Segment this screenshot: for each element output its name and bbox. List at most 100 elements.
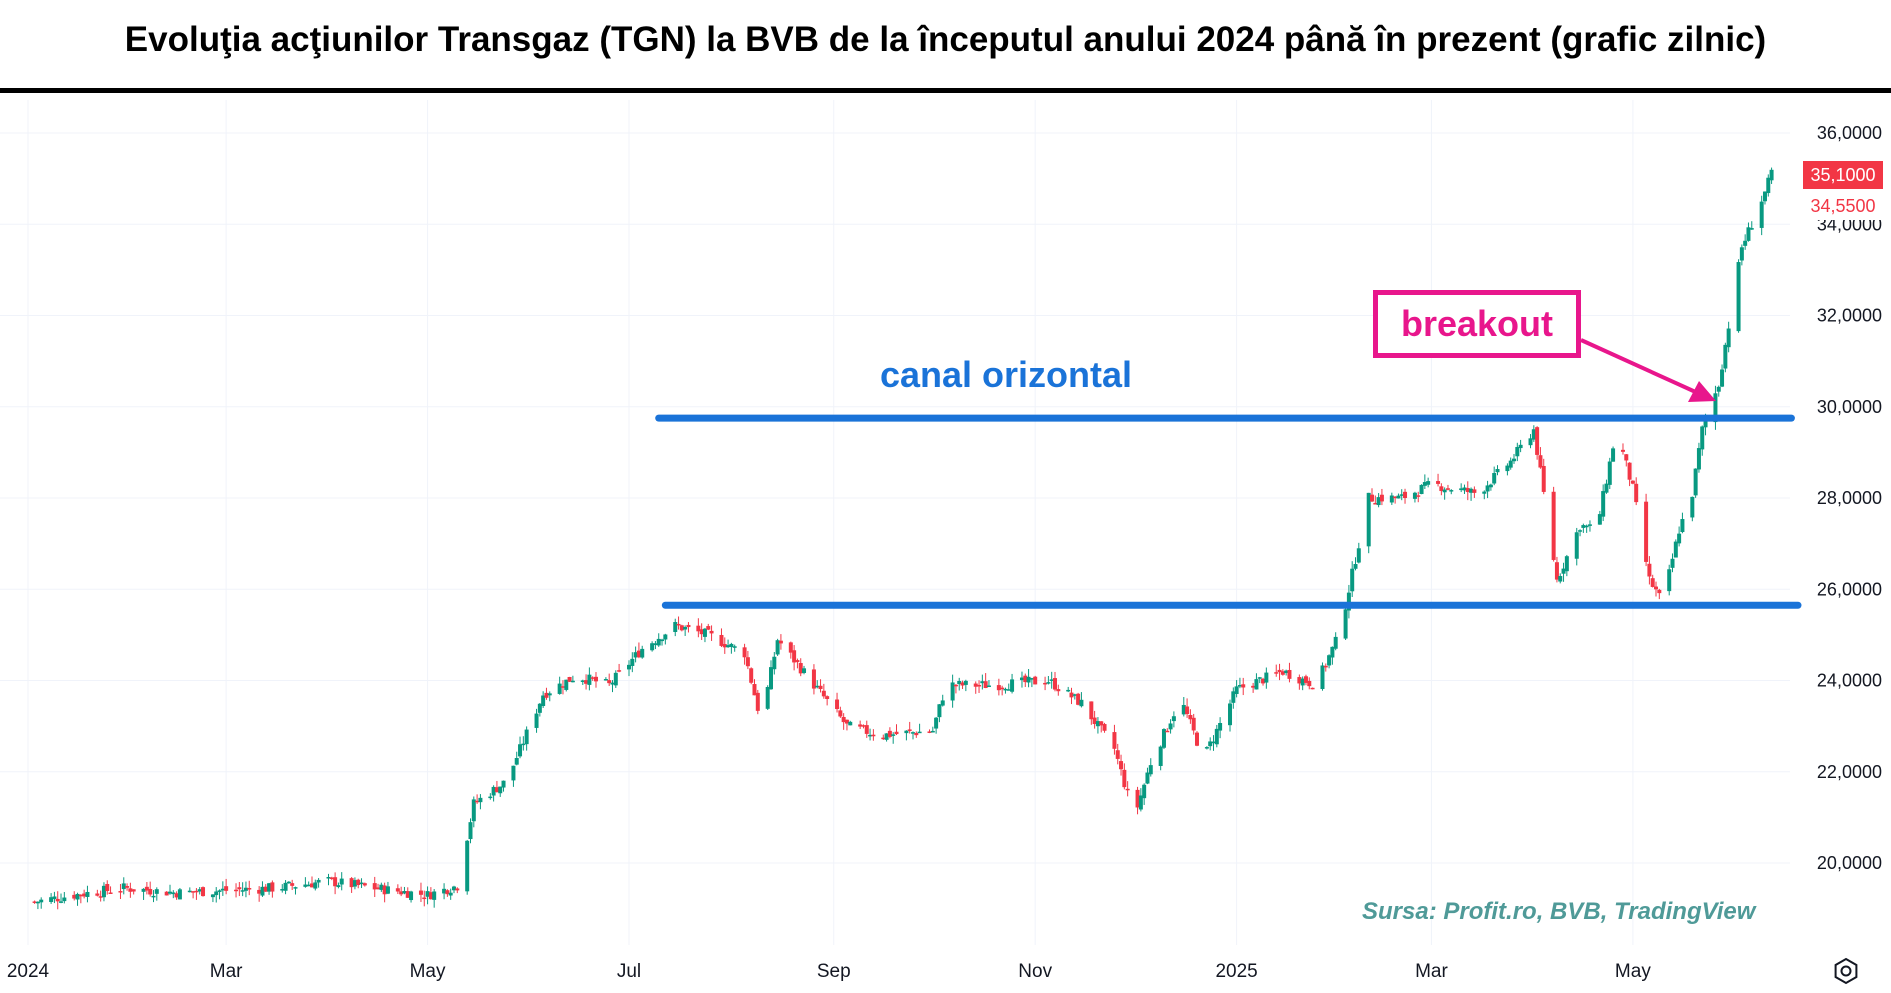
candle-body — [1469, 488, 1474, 493]
candle-body — [1564, 556, 1569, 572]
candle — [1366, 492, 1371, 554]
candle — [1274, 664, 1279, 677]
candle — [128, 882, 133, 898]
candle-body — [78, 894, 83, 897]
candle-body — [451, 886, 456, 891]
candle-body — [1092, 717, 1097, 725]
candle — [1412, 491, 1417, 503]
candle-body — [171, 892, 176, 895]
candle-body — [442, 888, 447, 894]
candle-body — [630, 658, 635, 666]
candle — [607, 673, 612, 686]
candle — [977, 680, 982, 693]
candle — [1327, 654, 1332, 669]
y-axis: 20,0000 22,0000 24,0000 26,0000 28,0000 30,00… — [1817, 123, 1882, 873]
candle-body — [35, 901, 40, 904]
candle-body — [1581, 525, 1586, 528]
candle-body — [336, 885, 341, 888]
candle-body — [894, 731, 899, 735]
candle — [1541, 458, 1546, 495]
candle-body — [1667, 569, 1672, 592]
y-tick-label: 30,0000 — [1817, 397, 1882, 417]
candle-body — [1138, 795, 1143, 810]
candle — [1125, 781, 1130, 797]
candle-body — [194, 890, 199, 893]
candle — [1115, 743, 1120, 765]
candle-body — [1512, 458, 1517, 462]
candle — [217, 889, 222, 900]
candle — [709, 625, 714, 641]
chart-title: Evoluţia acţiunilor Transgaz (TGN) la BV… — [124, 20, 1767, 59]
candle — [1422, 474, 1427, 490]
candle-body — [914, 732, 919, 736]
candle — [1033, 675, 1038, 685]
candle-body — [864, 725, 869, 734]
candle-body — [154, 889, 159, 894]
candle-body — [201, 887, 206, 897]
candle — [1297, 674, 1302, 690]
candle — [891, 732, 896, 744]
candle — [1211, 735, 1216, 751]
candle — [1512, 453, 1517, 464]
candle-body — [861, 725, 866, 727]
candle — [1056, 684, 1061, 696]
candle-body — [778, 640, 783, 644]
x-tick-label: 2025 — [1215, 961, 1257, 982]
breakout-arrow-shaft — [1580, 338, 1701, 396]
candle-body — [1449, 490, 1454, 492]
candle — [1277, 663, 1282, 681]
candle — [980, 674, 985, 690]
candle-body — [293, 887, 298, 889]
candle — [1647, 556, 1652, 585]
candle-body — [1657, 589, 1662, 594]
candle-body — [224, 886, 229, 891]
candle-body — [835, 699, 840, 710]
candle — [1181, 697, 1186, 717]
candle-body — [1307, 680, 1312, 687]
candle-body — [742, 647, 747, 658]
candle-body — [59, 901, 64, 903]
x-tick-label: Mar — [210, 961, 243, 982]
candle — [418, 882, 423, 903]
candle — [1587, 520, 1592, 532]
candle — [1762, 191, 1767, 205]
candle — [501, 780, 506, 792]
candle — [432, 889, 437, 908]
candle — [1343, 608, 1348, 641]
candle — [1693, 468, 1698, 498]
candle — [1488, 483, 1493, 491]
last-price-tag: 35,1000 — [1803, 161, 1883, 189]
candle-body — [1518, 444, 1523, 449]
candle-body — [815, 685, 820, 688]
candle-body — [1099, 721, 1104, 726]
candle-body — [316, 879, 321, 883]
candle — [1713, 385, 1718, 430]
candle — [1095, 717, 1100, 734]
candle — [1218, 717, 1223, 739]
candle-body — [1680, 519, 1685, 533]
candle — [1373, 495, 1378, 505]
candle-body — [214, 891, 219, 896]
x-tick-label: 2024 — [7, 961, 50, 982]
candle — [1280, 669, 1285, 676]
candle — [118, 883, 123, 900]
candle — [154, 887, 159, 901]
candle — [1148, 758, 1153, 777]
candle-body — [1416, 495, 1421, 497]
candle-body — [960, 682, 965, 686]
candle — [544, 687, 549, 700]
candle — [547, 691, 552, 702]
candle — [1165, 728, 1170, 733]
candle-body — [844, 719, 849, 724]
candle — [1389, 492, 1394, 505]
grid-lines — [0, 100, 1790, 945]
candle-body — [726, 645, 731, 648]
settings-icon[interactable] — [1832, 957, 1860, 985]
candle — [382, 882, 387, 903]
candle-body — [1442, 489, 1447, 493]
candle-body — [1373, 503, 1378, 505]
candle-body — [584, 680, 589, 684]
candle — [802, 665, 807, 675]
candle-body — [1261, 678, 1266, 684]
